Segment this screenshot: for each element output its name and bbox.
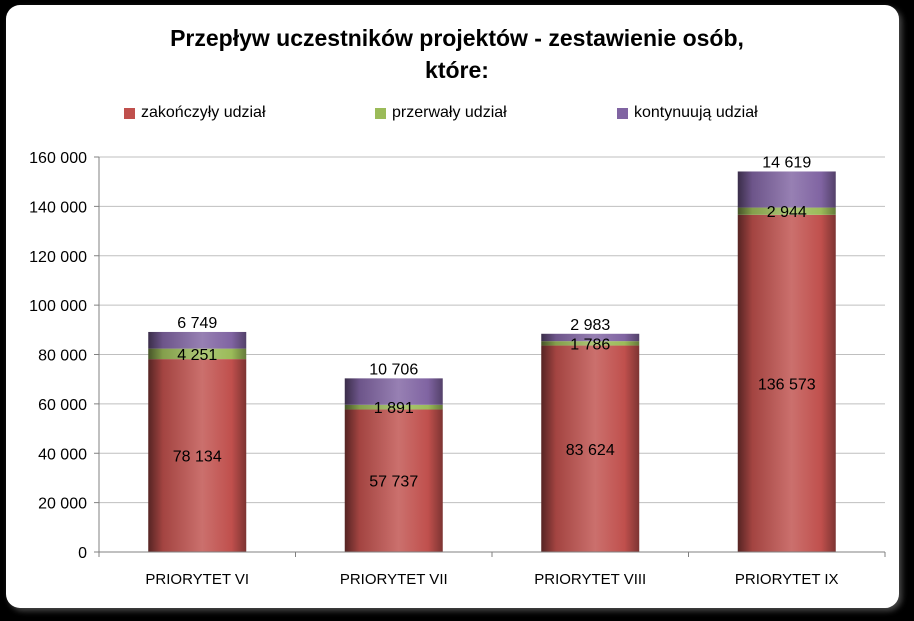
x-tick-label: PRIORYTET IX [735,571,839,588]
x-tick-label: PRIORYTET VII [340,571,448,588]
data-label: 10 706 [369,361,418,378]
y-tick-label: 20 000 [38,496,87,513]
legend-label-przerwaly: przerwały udział [392,104,507,121]
bar-segment [344,378,443,405]
chart-title-line2: które: [425,57,489,83]
bar-segment [148,359,247,552]
legend: zakończyły udział przerwały udział konty… [0,104,914,126]
data-label: 78 134 [173,449,222,466]
data-label: 2 983 [570,317,610,334]
legend-item-przerwaly: przerwały udział [375,104,507,122]
data-label: 14 619 [762,154,811,171]
chart-title: Przepływ uczestników projektów - zestawi… [0,22,914,86]
y-tick-label: 0 [78,545,87,562]
bar-segment [541,345,640,552]
bar-segment [541,341,640,346]
y-tick-label: 100 000 [29,298,87,315]
data-label: 6 749 [177,315,217,332]
y-tick-label: 40 000 [38,446,87,463]
bar-segment [541,333,640,342]
data-label: 1 891 [374,400,414,417]
data-label: 4 251 [177,347,217,364]
data-label: 136 573 [758,376,816,393]
legend-swatch-zakonczyly [124,107,135,119]
x-tick-label: PRIORYTET VIII [534,571,646,588]
bar-segment [344,409,443,552]
bar-segment [737,207,836,215]
y-tick-label: 120 000 [29,249,87,266]
bar-segment [737,214,836,553]
bar-segment [344,404,443,410]
legend-item-zakonczyly: zakończyły udział [124,104,266,122]
legend-label-kontynuuja: kontynuują udział [634,104,758,121]
data-label: 57 737 [369,474,418,491]
y-tick-label: 160 000 [29,150,87,167]
x-tick-label: PRIORYTET VI [145,571,249,588]
data-label: 2 944 [767,204,807,221]
bar-segment [737,171,836,208]
legend-item-kontynuuja: kontynuują udział [617,104,758,122]
data-label: 83 624 [566,442,615,459]
legend-swatch-przerwaly [375,107,386,119]
data-label: 1 786 [570,336,610,353]
legend-swatch-kontynuuja [617,107,628,119]
y-tick-label: 80 000 [38,348,87,365]
legend-label-zakonczyly: zakończyły udział [141,104,266,121]
bar-segment [148,348,247,360]
y-tick-label: 140 000 [29,199,87,216]
y-tick-label: 60 000 [38,397,87,414]
bar-segment [148,331,247,349]
chart-title-line1: Przepływ uczestników projektów - zestawi… [170,25,744,51]
